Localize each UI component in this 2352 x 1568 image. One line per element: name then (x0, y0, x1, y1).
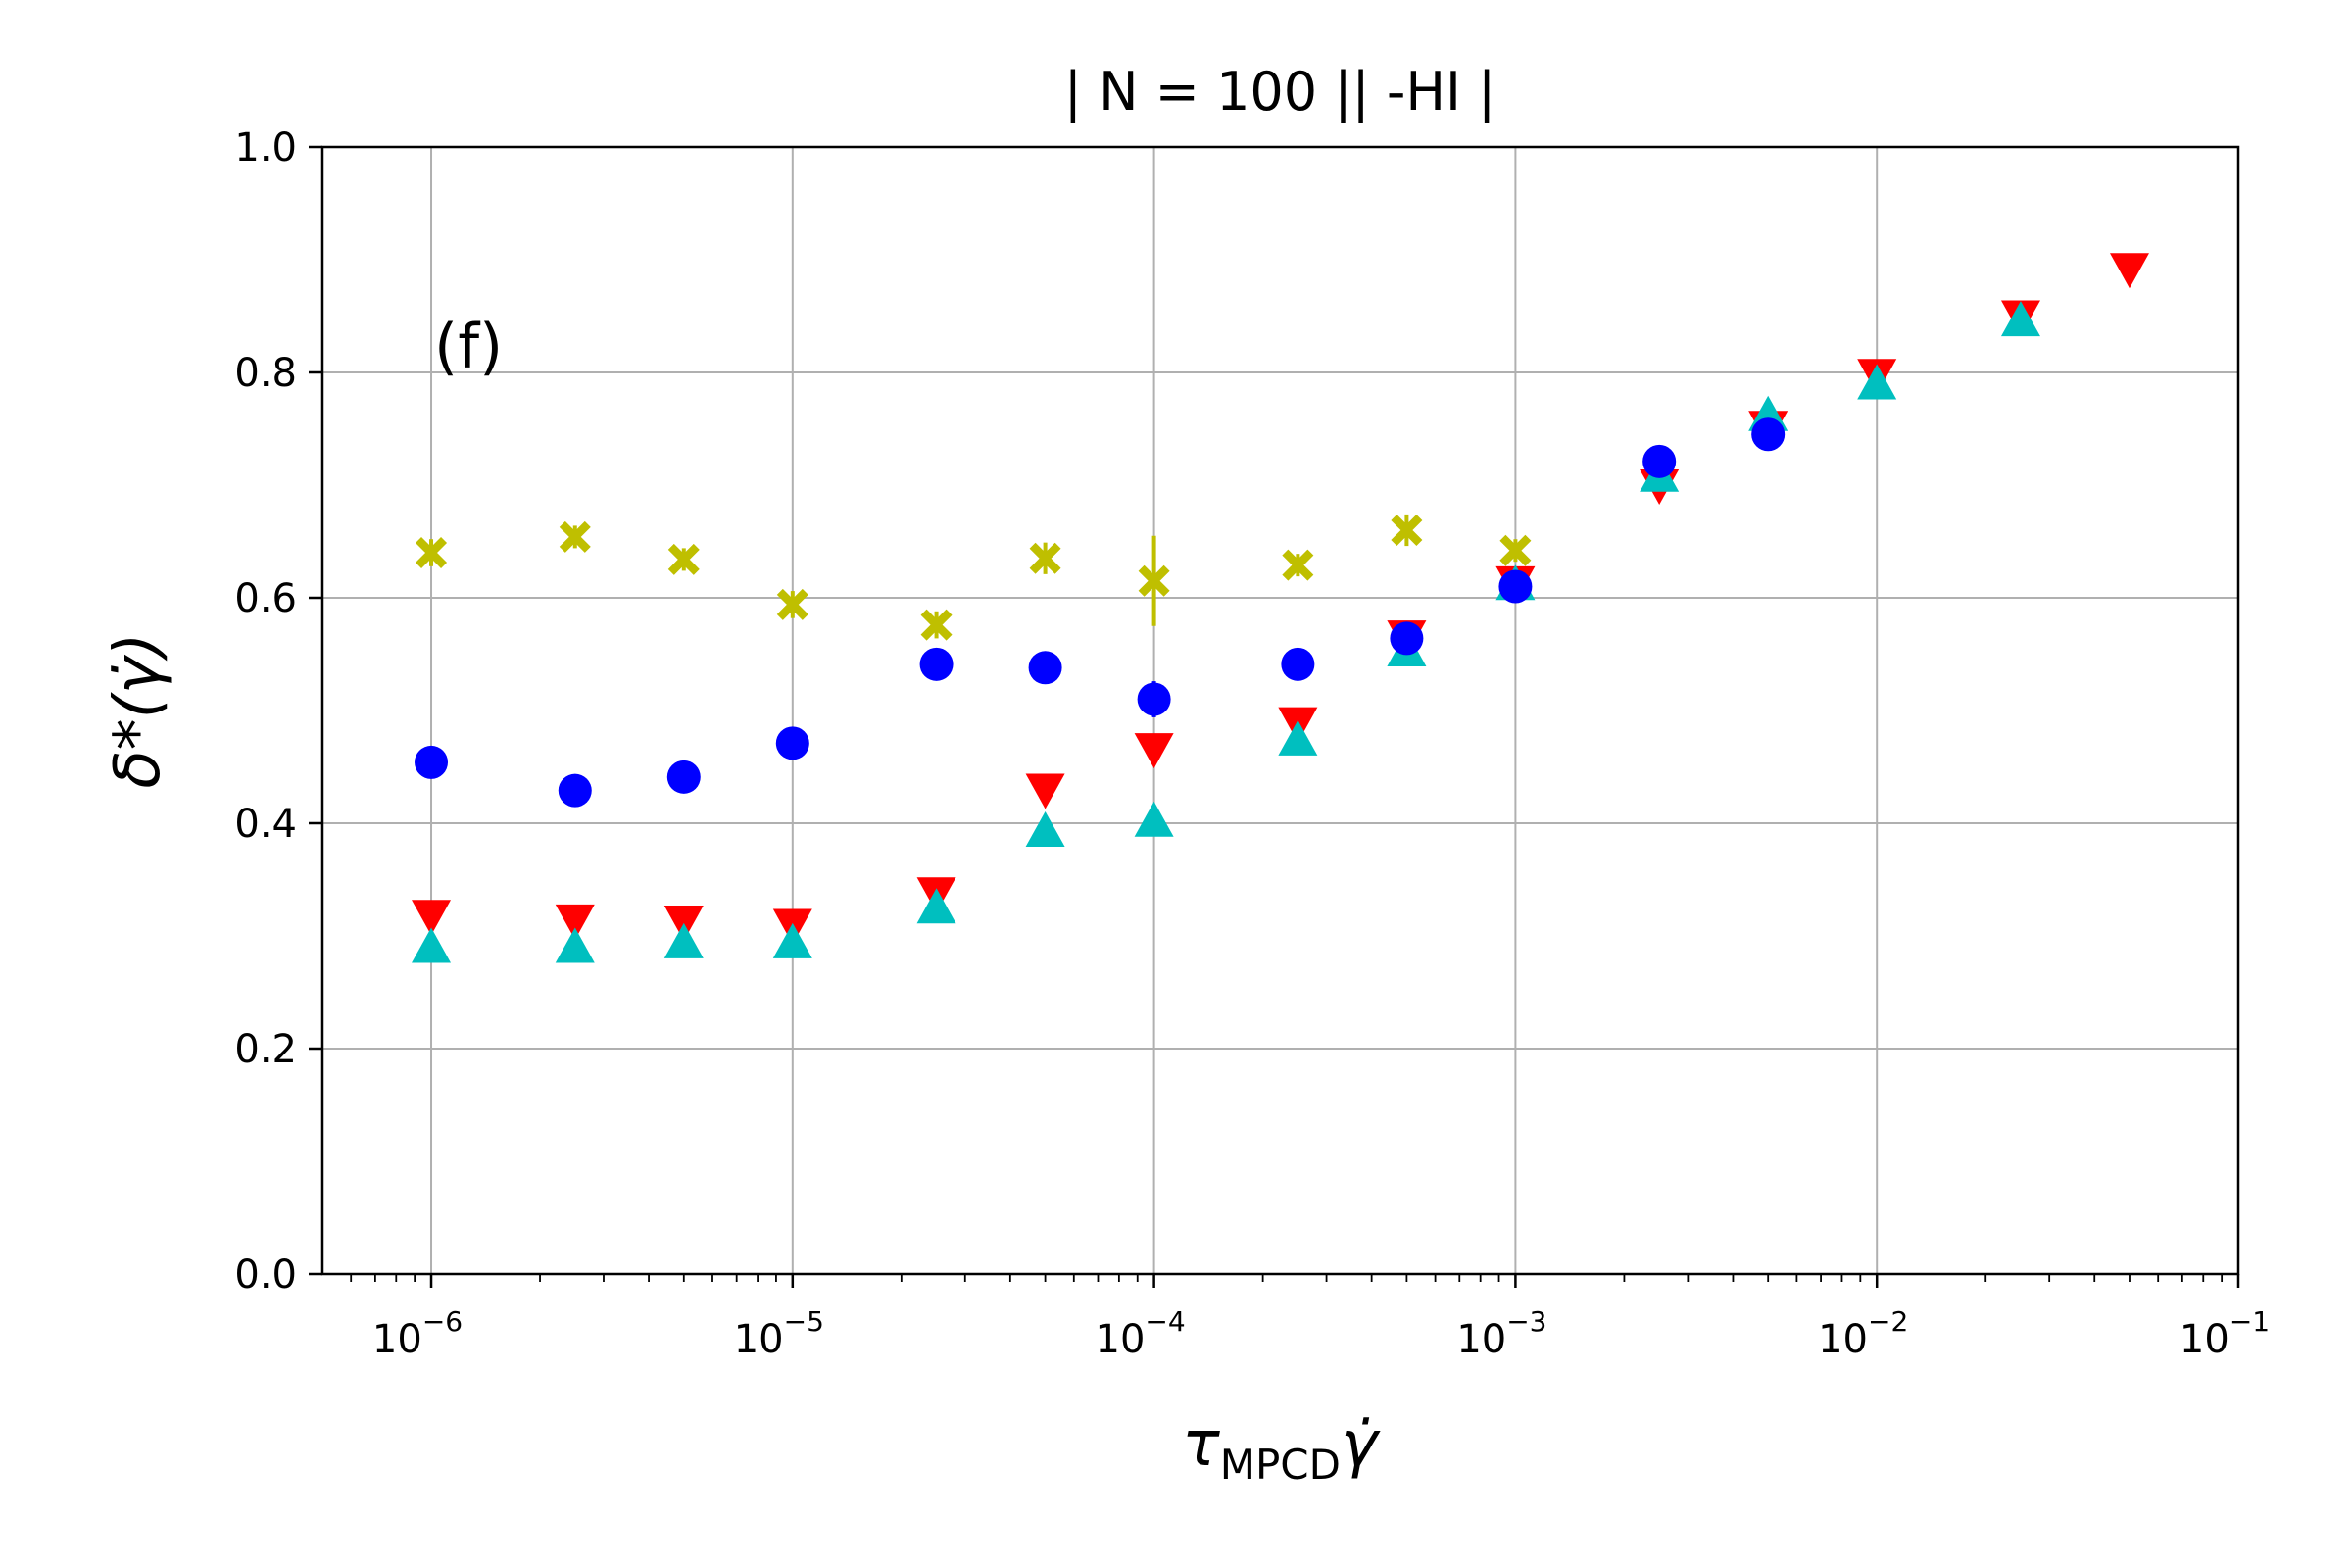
data-point-circle (415, 745, 449, 779)
x-tick-label: 10−2 (1818, 1305, 1908, 1362)
y-tick-label: 0.2 (234, 1027, 297, 1072)
data-point-circle (1281, 647, 1315, 681)
plot-frame (320, 145, 2240, 1276)
x-axis-label-subscript: MPCD (1220, 1441, 1341, 1489)
data-point-circle (558, 773, 592, 808)
data-point-x (1499, 534, 1532, 566)
data-point-up-triangle (1025, 811, 1065, 848)
y-tick-label: 0.8 (234, 351, 297, 396)
x-axis-label-tail: γ̇ (1341, 1408, 1381, 1481)
data-point-circle (1137, 682, 1171, 716)
data-point-down-triangle (2109, 253, 2149, 289)
data-point-down-triangle (1134, 733, 1174, 769)
x-tick-label: 10−1 (2180, 1305, 2270, 1362)
x-tick-label: 10−6 (372, 1305, 463, 1362)
data-point-circle (1390, 621, 1424, 656)
data-point-x (667, 543, 700, 575)
y-tick-label: 0.6 (234, 576, 297, 621)
data-point-down-triangle (1025, 773, 1065, 809)
y-axis-label: δ*(γ̇) (102, 633, 174, 789)
x-tick-label: 10−3 (1456, 1305, 1546, 1362)
data-point-up-triangle (555, 927, 595, 963)
major-ticks (309, 145, 2240, 1288)
y-tick-label: 1.0 (234, 125, 297, 171)
data-point-x (1391, 514, 1423, 546)
data-point-up-triangle (1134, 801, 1174, 837)
data-point-x (1029, 542, 1061, 574)
data-point-up-triangle (916, 888, 956, 924)
data-point-x (776, 588, 808, 620)
y-tick-labels: 0.0 0.2 0.4 0.6 0.8 1.0 (234, 125, 297, 1298)
data-point-up-triangle (772, 922, 812, 958)
data-point-x (1138, 564, 1170, 597)
data-point-circle (775, 726, 809, 760)
x-tick-labels: 10−6 10−5 10−4 10−3 10−2 10−1 (372, 1305, 2270, 1362)
data-point-circle (1642, 444, 1677, 478)
data-point-x (1282, 549, 1314, 581)
data-point-down-triangle (555, 904, 595, 940)
minor-ticks (350, 1274, 2224, 1282)
data-points (412, 253, 2149, 963)
data-point-circle (1498, 569, 1533, 604)
chart-title: | N = 100 || -HI | (1064, 61, 1496, 122)
x-tick-label: 10−5 (734, 1305, 824, 1362)
x-tick-label: 10−4 (1096, 1305, 1186, 1362)
data-point-up-triangle (663, 922, 704, 958)
data-point-circle (1028, 651, 1062, 685)
panel-annotation: (f) (434, 311, 503, 382)
y-tick-label: 0.4 (234, 802, 297, 847)
data-point-down-triangle (412, 900, 452, 936)
x-axis-label-main: τ (1182, 1408, 1220, 1481)
data-point-x (920, 609, 953, 641)
data-point-x (416, 537, 448, 568)
data-point-up-triangle (2000, 301, 2040, 337)
y-tick-label: 0.0 (234, 1252, 297, 1298)
data-point-circle (919, 647, 954, 681)
data-point-x (559, 520, 591, 553)
data-point-circle (1751, 417, 1786, 452)
data-point-up-triangle (412, 927, 452, 963)
data-point-circle (666, 760, 701, 794)
data-point-up-triangle (1278, 719, 1318, 756)
data-point-up-triangle (1857, 364, 1897, 400)
x-axis-label: τMPCDγ̇ (1182, 1408, 1381, 1489)
